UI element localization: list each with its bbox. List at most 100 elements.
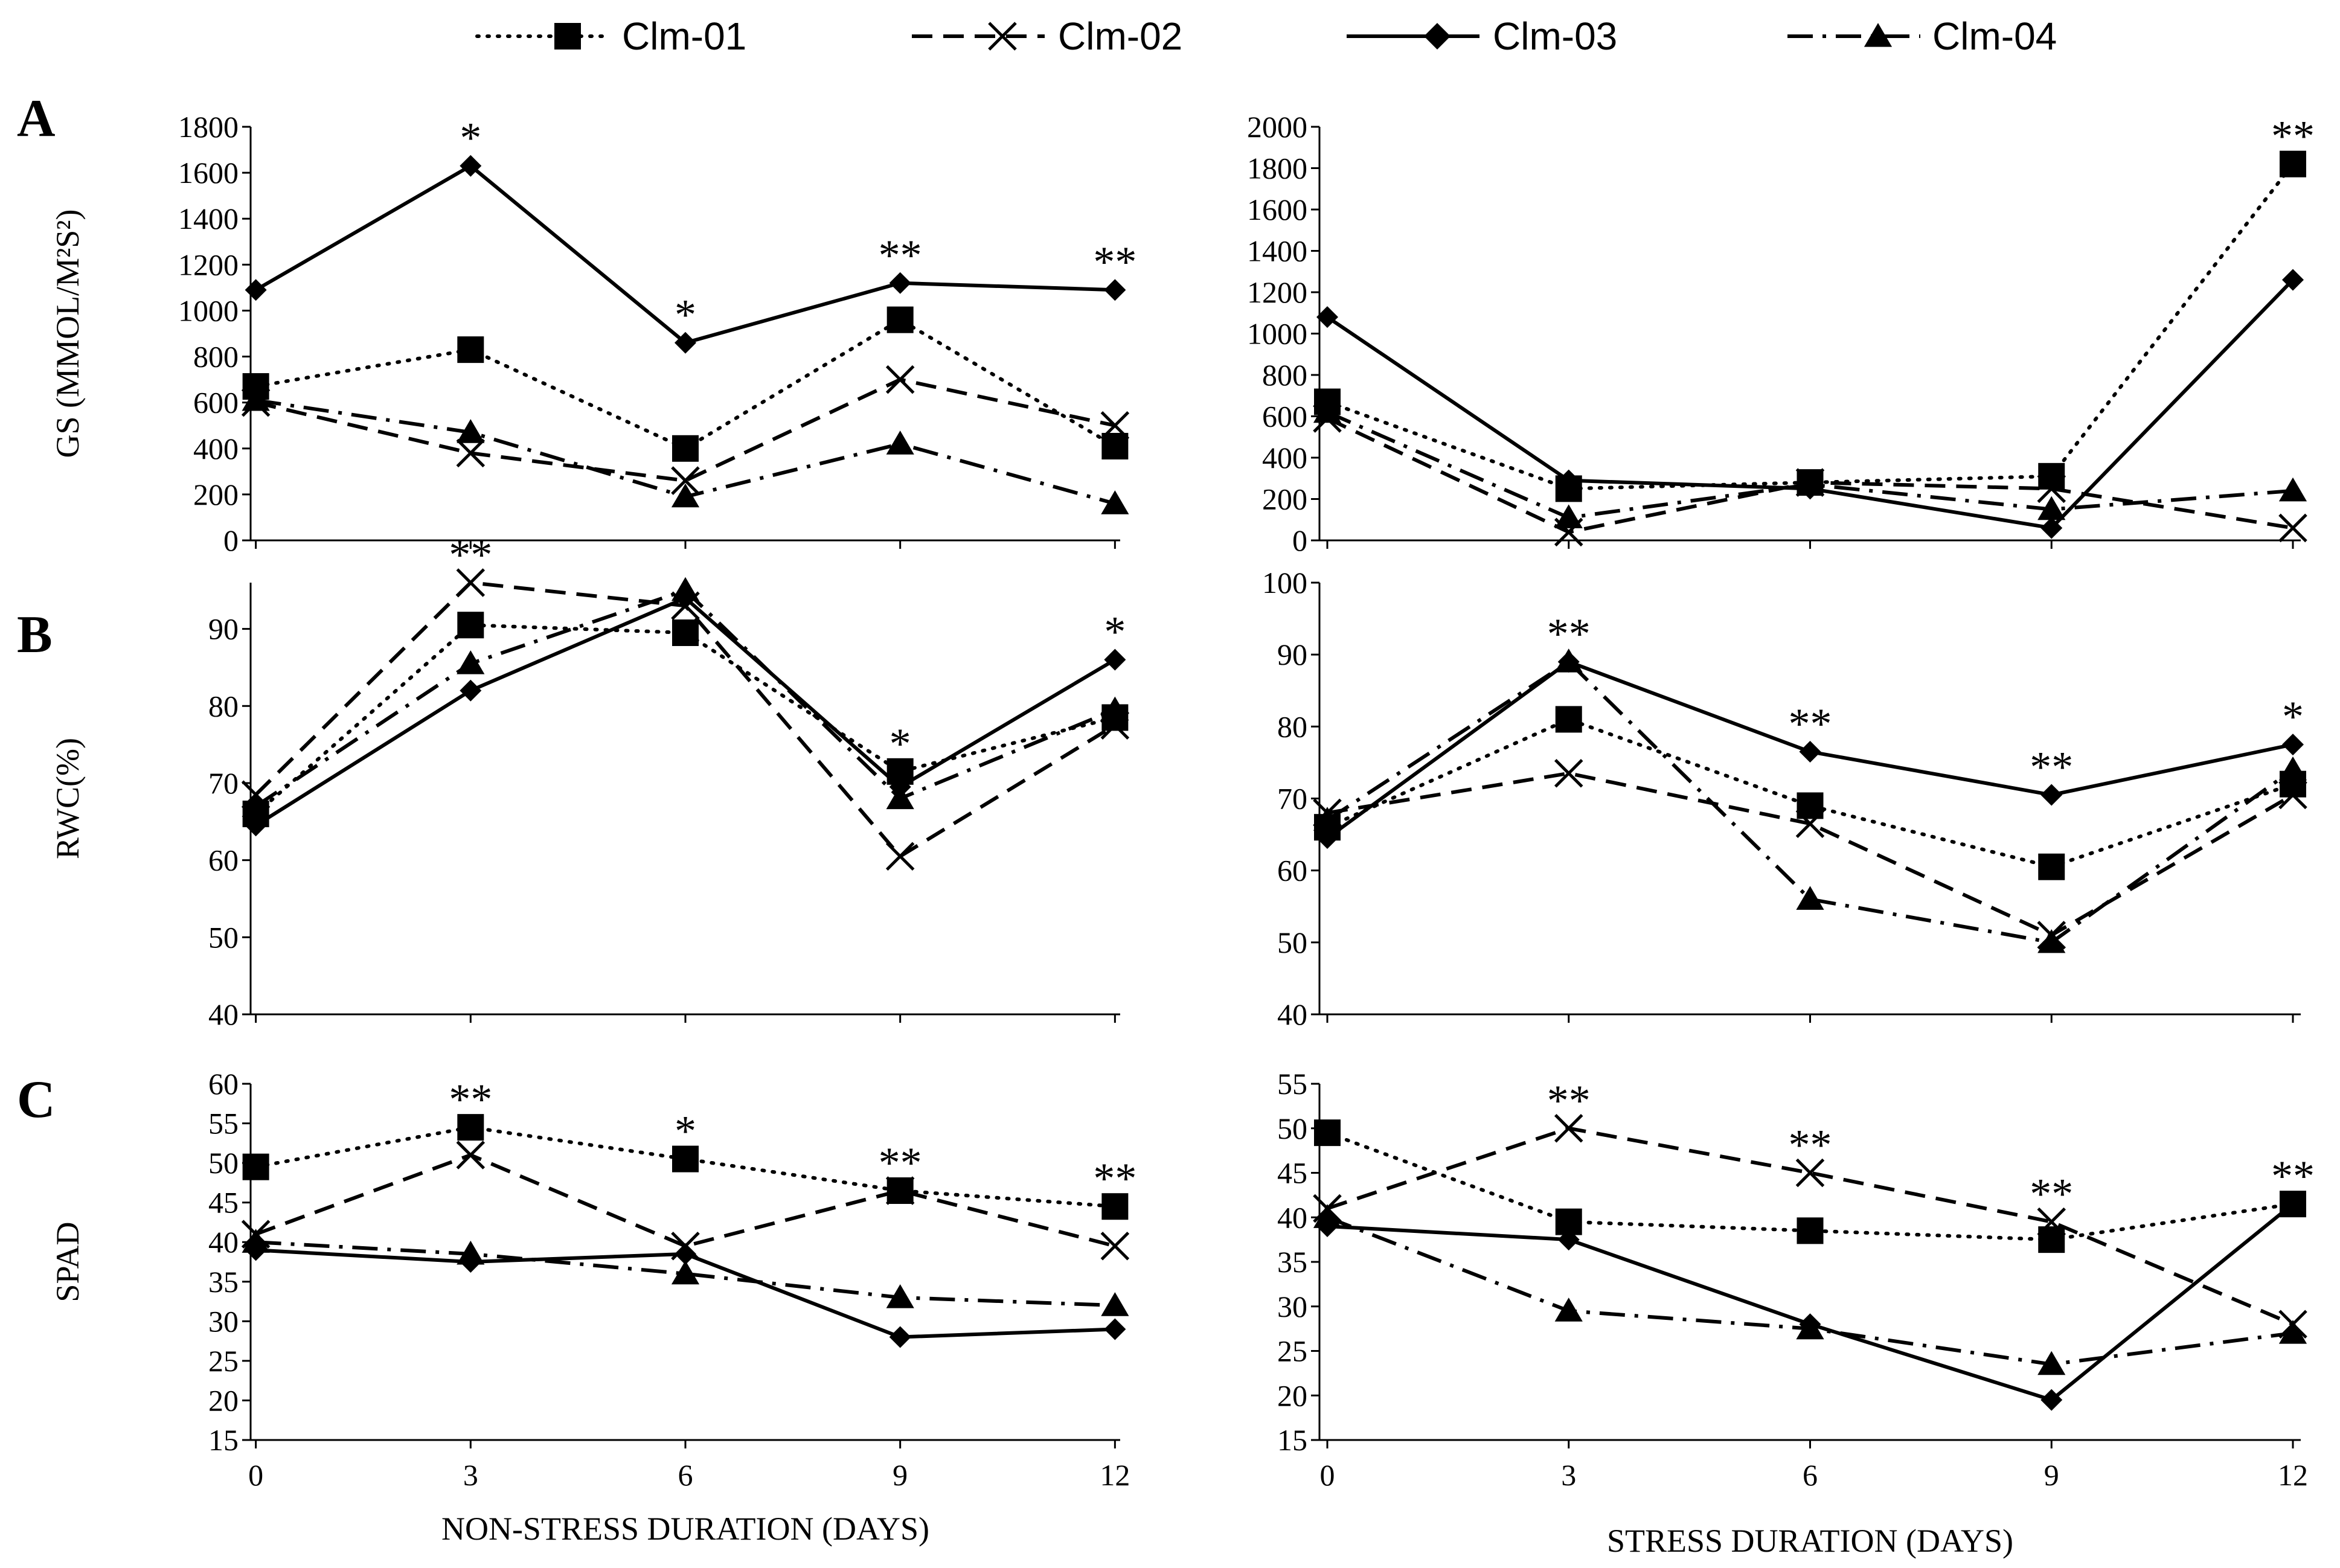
series-clm-03 [245, 1239, 1126, 1348]
x-tick-label: 6 [678, 1458, 693, 1492]
legend-label-clm-04: Clm-04 [1932, 14, 2057, 58]
y-tick-label: 50 [1277, 1112, 1307, 1145]
series-clm-01 [1314, 150, 2306, 502]
point-clm-04 [886, 1284, 914, 1308]
point-clm-04 [2278, 1320, 2307, 1344]
series-clm-02 [1313, 759, 2307, 950]
y-tick-label: 2000 [1247, 110, 1307, 144]
series-clm-03 [1316, 651, 2304, 850]
point-clm-04 [457, 419, 485, 443]
point-clm-04 [242, 1229, 270, 1253]
significance-label: ** [2030, 743, 2073, 792]
y-tick-label: 0 [223, 523, 239, 557]
y-tick-label: 90 [1277, 638, 1307, 671]
y-tick-label: 20 [208, 1383, 239, 1417]
point-clm-04 [1313, 398, 1342, 423]
y-tick-label: 1600 [1247, 193, 1307, 226]
point-clm-01 [1555, 706, 1582, 733]
x-axis-title-right: STRESS DURATION (DAYS) [1607, 1523, 2013, 1559]
y-tick-label: 50 [208, 920, 239, 954]
legend-label-clm-01: Clm-01 [622, 14, 746, 58]
y-tick-label: 60 [1277, 854, 1307, 888]
significance-label: ** [2030, 1170, 2073, 1218]
y-tick-label: 1600 [178, 156, 239, 190]
point-clm-04 [457, 1240, 485, 1265]
y-tick-label: 1200 [178, 248, 239, 281]
y-axis-title: SPAD [50, 1221, 86, 1302]
significance-label: ** [1789, 700, 1832, 748]
legend-label-clm-02: Clm-02 [1058, 14, 1182, 58]
series-line-clm-02 [1327, 1126, 2294, 1326]
legend-marker-clm-03 [1424, 23, 1450, 50]
significance-label: ** [1093, 1154, 1136, 1203]
point-clm-03 [245, 279, 267, 301]
point-clm-02 [2037, 474, 2066, 504]
series-line-clm-02 [255, 377, 1115, 483]
point-clm-03 [2282, 734, 2304, 756]
x-tick-label: 3 [463, 1458, 478, 1492]
point-clm-04 [671, 1260, 700, 1285]
significance-label: ** [879, 1139, 922, 1187]
y-tick-label: 25 [208, 1344, 239, 1378]
series-line-clm-01 [1325, 162, 2295, 491]
legend-marker-clm-01 [554, 23, 581, 50]
series-clm-02 [241, 568, 1130, 871]
y-tick-label: 400 [1262, 441, 1307, 475]
series-clm-03 [1316, 269, 2304, 539]
point-clm-03 [1557, 469, 1580, 491]
point-clm-01 [1101, 1193, 1129, 1220]
significance-label: * [890, 720, 911, 768]
panel-c-right: 15 20 25 30 35 40 45 50 55 0 3 6 9 12 ** ** ** ** [1277, 1067, 2315, 1492]
point-clm-04 [2037, 929, 2066, 953]
point-clm-04 [1554, 1298, 1583, 1322]
y-tick-label: 35 [208, 1265, 239, 1299]
x-axis-title-left: NON-STRESS DURATION (DAYS) [441, 1511, 929, 1547]
y-tick-label: 70 [208, 766, 239, 800]
x-tick-label: 0 [1320, 1458, 1335, 1492]
y-tick-label: 600 [193, 386, 239, 420]
point-clm-03 [1799, 741, 1821, 763]
point-clm-03 [460, 679, 482, 702]
point-clm-03 [675, 1243, 696, 1265]
point-clm-04 [1101, 1292, 1129, 1316]
point-clm-03 [1316, 306, 1338, 328]
series-clm-04 [1313, 398, 2307, 528]
point-clm-04 [886, 785, 914, 810]
panel-letter-b: B [17, 606, 53, 664]
y-tick-label: 40 [1277, 1200, 1307, 1234]
point-clm-01 [1314, 1119, 1341, 1147]
x-tick-label: 12 [2278, 1458, 2308, 1492]
point-clm-04 [242, 386, 270, 411]
significance-label: ** [1789, 1121, 1832, 1170]
y-tick-label: 70 [1277, 782, 1307, 816]
series-line-clm-01 [1325, 717, 2295, 869]
x-tick-label: 9 [2044, 1458, 2059, 1492]
point-clm-04 [671, 483, 700, 508]
point-clm-02 [1554, 1113, 1583, 1143]
point-clm-04 [886, 430, 914, 455]
point-clm-02 [885, 842, 915, 871]
y-tick-label: 800 [1262, 358, 1307, 392]
y-tick-label: 20 [1277, 1378, 1307, 1412]
significance-label: * [460, 114, 481, 162]
series-line-clm-01 [254, 1125, 1117, 1209]
y-tick-label: 1400 [178, 202, 239, 235]
point-clm-04 [1313, 1204, 1342, 1228]
point-clm-01 [242, 1153, 269, 1180]
point-clm-03 [2282, 1193, 2304, 1215]
point-clm-02 [2278, 780, 2307, 810]
series-clm-04 [1313, 648, 2307, 953]
legend-label-clm-03: Clm-03 [1493, 14, 1617, 58]
point-clm-04 [2037, 496, 2066, 520]
point-clm-02 [1795, 1158, 1825, 1188]
series-clm-02 [241, 365, 1130, 495]
point-clm-03 [1316, 827, 1338, 850]
series-line-clm-02 [255, 1153, 1116, 1248]
series-line-clm-04 [1326, 660, 2294, 944]
y-tick-label: 200 [193, 478, 239, 511]
